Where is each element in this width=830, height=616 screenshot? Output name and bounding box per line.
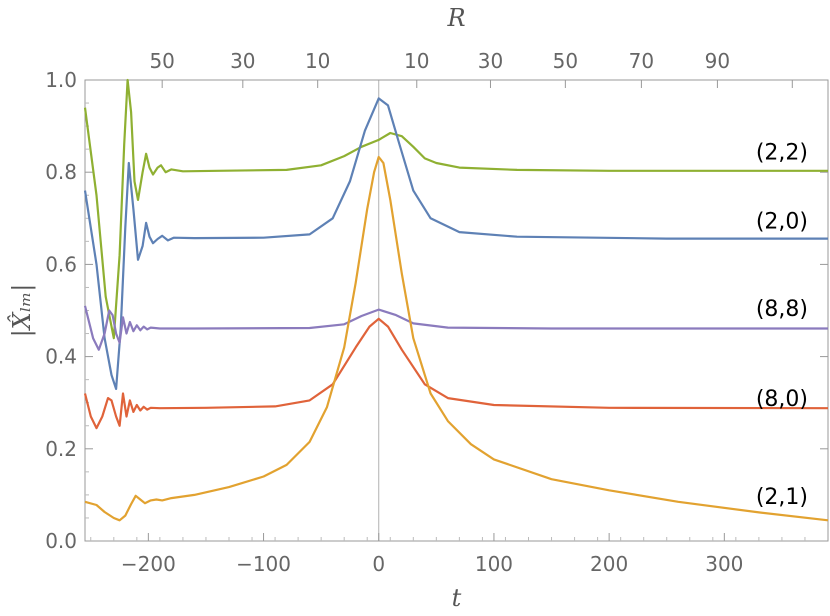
top-tick-label: 10 (404, 49, 429, 73)
top-tick-label: 30 (230, 49, 255, 73)
x-tick-label: 100 (475, 552, 513, 576)
labels: 0.0 0.2 0.4 0.6 0.8 1.0 −200 −100 0 100 200 300 50 30… (8, 4, 808, 612)
series-label: (2,0) (756, 210, 808, 235)
y-tick-label: 0.0 (45, 529, 77, 553)
series-line-8-8 (83, 305, 828, 351)
top-tick-label: 50 (553, 49, 578, 73)
x-tick-label: 0 (372, 552, 385, 576)
x-axis-title: t (452, 584, 462, 612)
top-tick-label: 10 (305, 49, 330, 73)
top-axis-title: R (446, 4, 465, 32)
series-lines (83, 78, 829, 522)
series-label: (2,2) (756, 140, 808, 165)
y-tick-label: 0.2 (45, 437, 77, 461)
axes-frame (84, 79, 829, 542)
x-tick-label: 300 (705, 552, 743, 576)
series-line-8-0 (83, 317, 829, 430)
y-axis-title: |X̂ₗₘ| (8, 284, 37, 338)
y-tick-label: 0.6 (45, 252, 77, 276)
top-tick-label: 70 (629, 49, 654, 73)
top-tick-label: 90 (705, 49, 730, 73)
top-tick-label: 50 (149, 49, 174, 73)
plot-frame (84, 79, 829, 542)
top-tick-label: 30 (478, 49, 503, 73)
series-line-2-2 (83, 78, 828, 340)
x-tick-label: −200 (121, 552, 176, 576)
x-tick-label: 200 (590, 552, 628, 576)
series-line-2-0 (83, 97, 828, 390)
tick-marks (85, 79, 828, 542)
series-label: (8,0) (756, 387, 808, 412)
y-tick-label: 0.4 (45, 345, 77, 369)
y-tick-label: 0.8 (45, 160, 77, 184)
series-label: (8,8) (756, 297, 808, 322)
series-label: (2,1) (756, 485, 808, 510)
y-tick-label: 1.0 (45, 68, 77, 92)
x-tick-label: −100 (236, 552, 291, 576)
series-line-2-1 (84, 155, 829, 522)
